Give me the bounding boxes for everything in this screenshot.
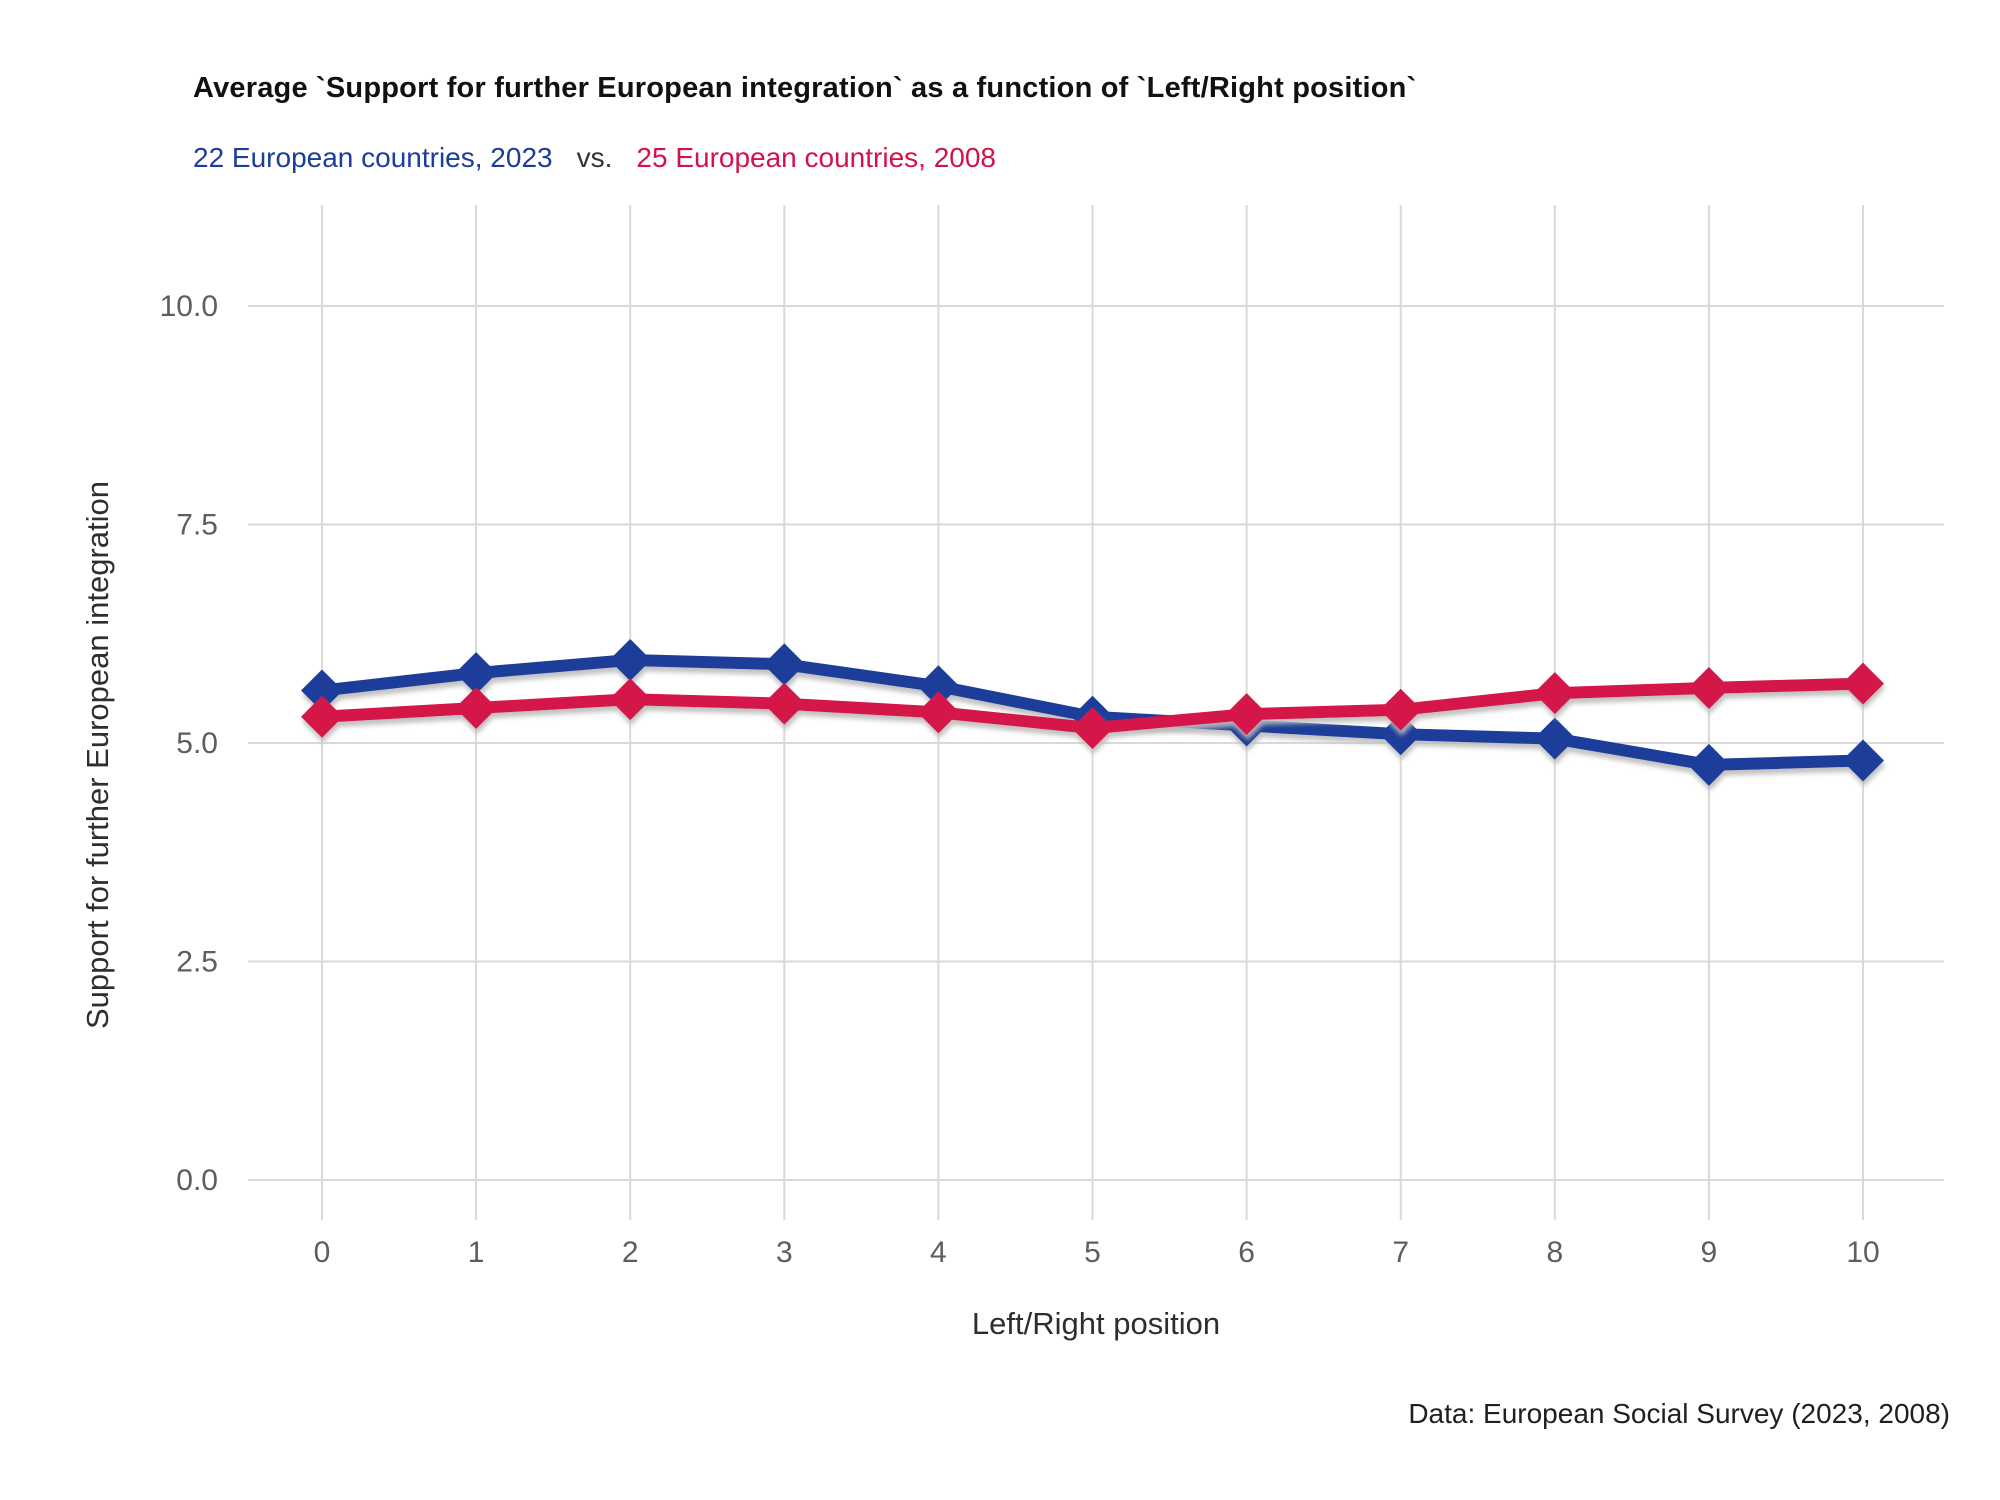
y-tick-label: 2.5: [176, 946, 218, 979]
data-point-marker: [1687, 666, 1730, 709]
x-tick-label: 2: [622, 1236, 639, 1269]
y-tick-label: 5.0: [176, 727, 218, 760]
data-point-marker: [609, 678, 652, 721]
chart-legend: 22 European countries, 2023 vs. 25 Europ…: [193, 142, 996, 174]
x-tick-label: 0: [314, 1236, 331, 1269]
data-point-marker: [917, 665, 960, 708]
x-tick-label: 4: [930, 1236, 947, 1269]
data-point-marker: [1533, 717, 1576, 760]
legend-label-2023: 22 European countries, 2023: [193, 142, 553, 173]
data-point-marker: [455, 687, 498, 730]
y-tick-label: 7.5: [176, 509, 218, 542]
x-tick-label: 7: [1392, 1236, 1409, 1269]
x-tick-label: 8: [1546, 1236, 1563, 1269]
y-tick-label: 0.0: [176, 1164, 218, 1197]
legend-label-2008: 25 European countries, 2008: [636, 142, 996, 173]
x-tick-label: 6: [1238, 1236, 1255, 1269]
legend-separator: vs.: [576, 142, 613, 173]
data-point-marker: [763, 682, 806, 725]
data-point-marker: [1379, 688, 1422, 731]
data-point-marker: [1842, 662, 1884, 705]
data-point-marker: [455, 652, 498, 695]
x-tick-label: 1: [468, 1236, 485, 1269]
series-2008: [301, 662, 1884, 750]
data-point-marker: [1842, 739, 1884, 782]
x-tick-label: 5: [1084, 1236, 1101, 1269]
data-point-marker: [301, 695, 343, 738]
x-tick-label: 3: [776, 1236, 793, 1269]
data-point-marker: [1071, 707, 1114, 750]
data-point-marker: [1379, 713, 1422, 756]
x-tick-label: 10: [1846, 1236, 1879, 1269]
data-point-marker: [609, 638, 652, 681]
data-point-marker: [301, 669, 343, 712]
data-point-marker: [1225, 693, 1268, 736]
y-tick-label: 10.0: [160, 290, 218, 323]
y-axis-title: Support for further European integration: [80, 480, 115, 1030]
data-point-marker: [917, 691, 960, 734]
data-point-marker: [1533, 672, 1576, 715]
data-point-marker: [763, 643, 806, 686]
data-point-marker: [1687, 743, 1730, 786]
x-axis-title: Left/Right position: [971, 1306, 1221, 1341]
x-tick-label: 9: [1701, 1236, 1718, 1269]
chart-title: Average `Support for further European in…: [193, 72, 1417, 104]
data-source-note: Data: European Social Survey (2023, 2008…: [1408, 1398, 1950, 1429]
